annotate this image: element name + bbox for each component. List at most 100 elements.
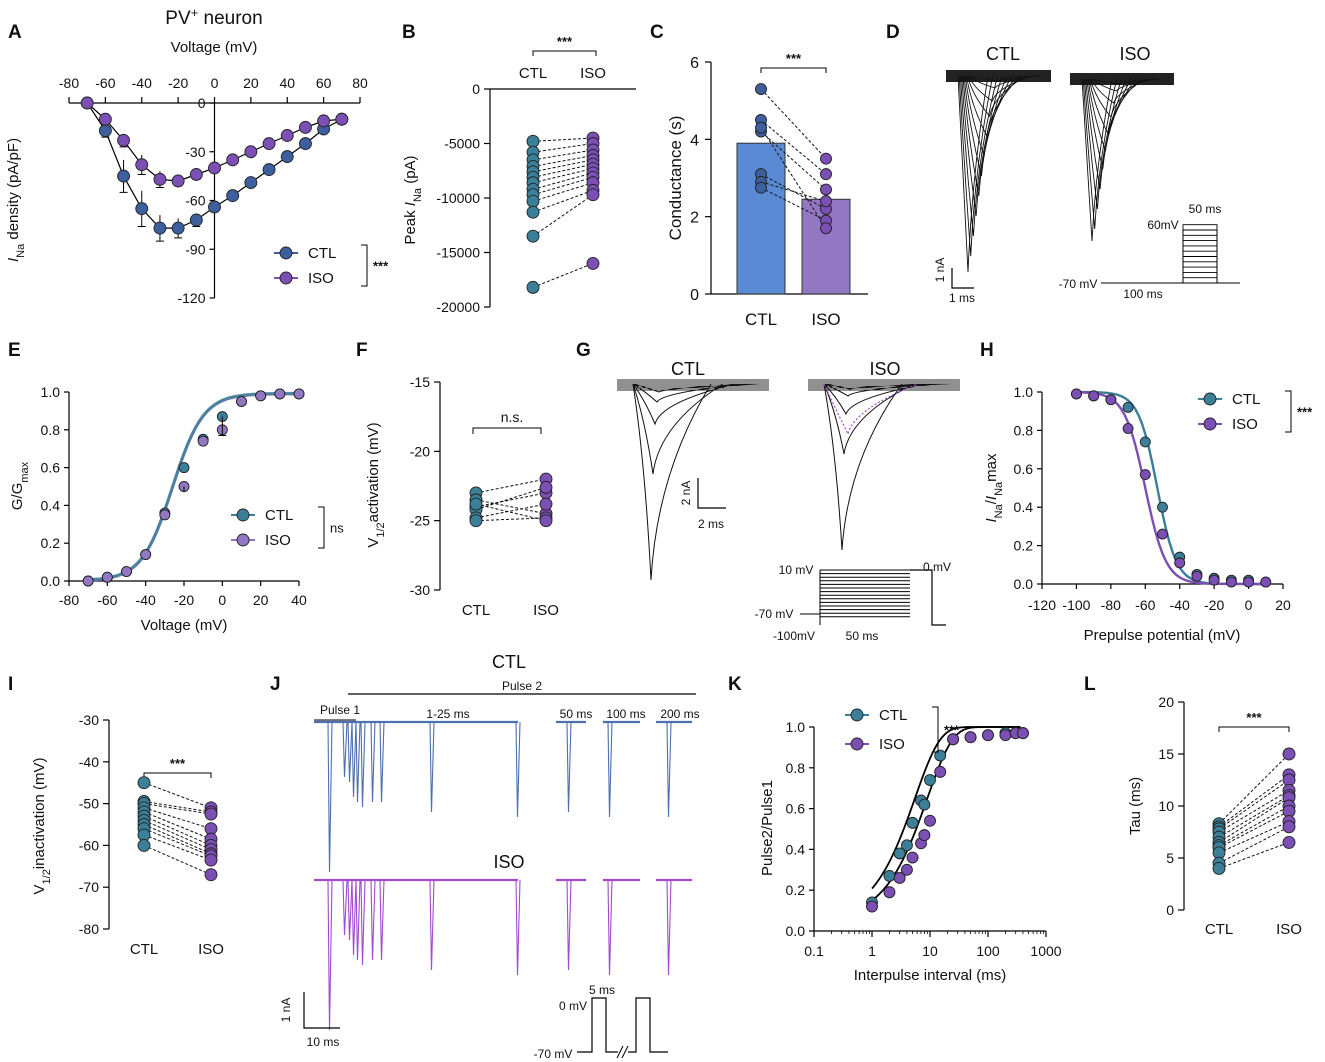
d-iso-trace-sweep: [1081, 78, 1113, 242]
d-label-iso: ISO: [1119, 44, 1150, 64]
b-pair-line: [532, 194, 594, 237]
j-iso-trace-spike: [327, 879, 333, 1031]
l-pair-line: [1218, 797, 1290, 843]
d-ctl-trace-sweep: [970, 75, 1040, 82]
c-y-tick-label: 0: [690, 287, 699, 304]
a-legend-label-0: CTL: [308, 245, 336, 262]
e-point-iso: [197, 435, 209, 447]
g-iso-trace-sweep: [823, 383, 915, 455]
j-iso-label: ISO: [493, 852, 524, 872]
e-point-iso: [101, 571, 113, 583]
d-iso-trace-sweep: [1091, 78, 1150, 104]
a-point-iso: [208, 161, 221, 175]
i-y-tick-label: -70: [79, 879, 99, 895]
e-point-iso: [121, 566, 132, 577]
j-iso-trace-spike: [351, 879, 357, 956]
k-legend-label-0: CTL: [879, 707, 907, 724]
f-pair-line: [475, 492, 547, 508]
i-y-axis-label: V1/2inactivation (mV): [31, 757, 53, 894]
d-iso-trace-sweep: [1089, 78, 1146, 119]
l-point-iso: [1282, 820, 1296, 834]
h-x-axis-label: Prepulse potential (mV): [1084, 627, 1241, 644]
l-pair-line: [1218, 810, 1290, 849]
d-protocol-step-label: 60mV: [1147, 218, 1178, 232]
b-point-iso: [586, 188, 600, 202]
a-x-tick-label: 60: [316, 75, 332, 91]
k-point-ctl: [918, 798, 931, 811]
b-pair-line: [532, 176, 594, 196]
g-iso-trace-sweep: [823, 383, 951, 390]
h-legend-label-0: CTL: [1232, 391, 1260, 408]
k-point-iso: [883, 886, 896, 899]
g-scale-bar: [697, 478, 726, 509]
i-pair-line: [143, 807, 212, 830]
e-point-iso: [159, 509, 171, 521]
k-y-tick-label: 0.6: [786, 801, 806, 817]
f-point-ctl: [469, 514, 483, 528]
a-x-tick-label: -40: [132, 75, 152, 91]
h-y-tick-label: 1.0: [1014, 384, 1034, 400]
a-point-ctl: [298, 137, 312, 151]
e-x-tick-label: 0: [218, 592, 226, 608]
panel-letter-j: J: [270, 674, 281, 695]
l-y-tick-label: 20: [1158, 694, 1174, 710]
i-y-tick-label: -60: [79, 837, 99, 853]
g-iso-trace-sweep: [823, 383, 939, 397]
b-category-label: ISO: [580, 65, 606, 82]
g-label-iso: ISO: [869, 359, 900, 379]
d-scale-x-label: 1 ms: [949, 291, 975, 305]
k-x-tick-label: 1000: [1030, 943, 1061, 959]
e-y-tick-label: 0.8: [41, 422, 61, 438]
a-x-tick-label: -20: [168, 75, 188, 91]
c-category-label: ISO: [811, 310, 840, 329]
j-ctl-trace-spike: [370, 721, 376, 803]
k-point-iso: [906, 851, 919, 864]
f-y-tick-label: -25: [410, 513, 430, 529]
c-y-axis-label: Conductance (s): [666, 116, 685, 241]
a-legend-sig: ***: [373, 259, 389, 274]
e-legend-sig: ns: [330, 521, 344, 536]
h-x-tick-label: 20: [1275, 597, 1291, 613]
k-point-iso: [934, 765, 947, 778]
c-pair-line: [760, 181, 827, 202]
b-pair-line: [532, 154, 594, 167]
a-x-tick-label: 0: [211, 75, 219, 91]
h-x-tick-label: -20: [1204, 597, 1224, 613]
i-point-iso: [204, 868, 218, 882]
j-protocol-pulse1: [577, 997, 618, 1053]
a-point-iso: [262, 137, 276, 151]
g-scale-y-label: 2 nA: [679, 481, 693, 506]
c-y-tick-label: 6: [690, 55, 699, 72]
a-x-tick-label: 20: [243, 75, 259, 91]
a-point-ctl: [208, 200, 221, 214]
k-x-tick-label: 100: [976, 943, 1000, 959]
c-y-tick-label: 2: [690, 210, 699, 227]
k-point-iso: [924, 814, 936, 827]
j-ctl-trace-spike: [666, 721, 672, 818]
panel-letter-a: A: [8, 22, 22, 43]
a-point-ctl: [135, 202, 149, 216]
l-point-iso: [1282, 835, 1296, 849]
panel-letter-c: C: [650, 22, 664, 43]
k-point-iso: [999, 729, 1012, 742]
j-iso-trace-spike: [379, 879, 385, 961]
l-point-ctl: [1212, 861, 1226, 875]
l-significance-label: ***: [1246, 710, 1262, 725]
j-ctl-trace-spike: [327, 721, 333, 873]
k-fit-curve-iso: [871, 726, 1021, 902]
j-protocol-break: [616, 1045, 629, 1059]
panel-h: -120 -100 -80 -60 -40 -20 0 20 0.0 0.2 0.4 0.6 0.8 1.…: [983, 384, 1313, 644]
j-protocol-hold-label: -70 mV: [534, 1047, 573, 1061]
e-point-iso: [82, 575, 94, 587]
h-point-ctl: [1139, 436, 1151, 448]
k-y-axis-label: Pulse2/Pulse1: [759, 780, 776, 876]
a-point-iso: [153, 172, 167, 186]
l-point-iso: [1282, 747, 1296, 761]
i-y-tick-label: -30: [79, 712, 99, 728]
e-y-tick-label: 0.4: [41, 497, 61, 513]
g-iso-trace-sweep: [823, 383, 927, 416]
h-y-tick-label: 0.0: [1014, 576, 1034, 592]
d-ctl-trace-sweep: [969, 75, 1036, 89]
j-scale-bar: [303, 992, 340, 1029]
a-point-ctl: [117, 169, 131, 183]
